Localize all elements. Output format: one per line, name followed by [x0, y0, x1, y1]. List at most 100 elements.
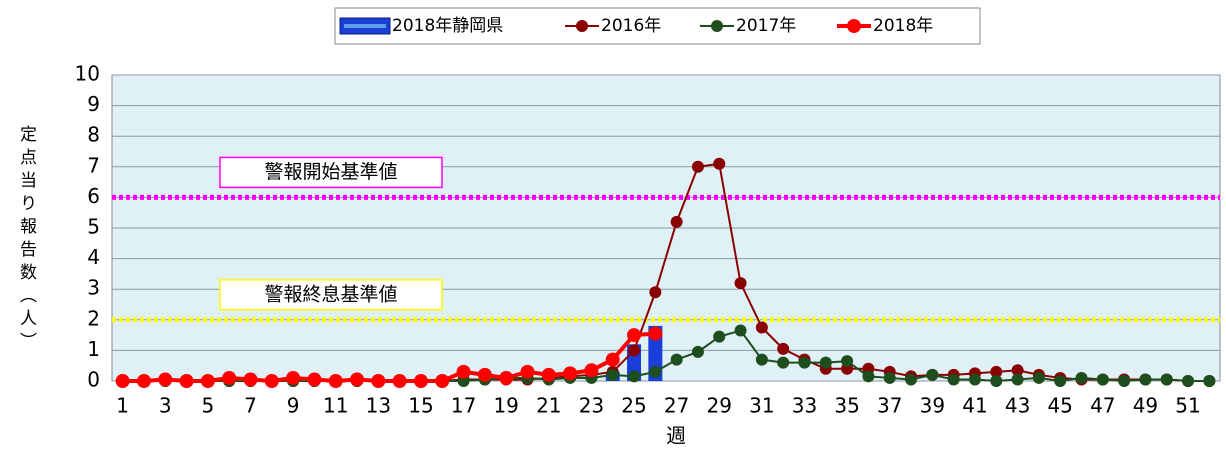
point	[777, 342, 790, 355]
y-tick-label: 4	[87, 245, 100, 269]
y-tick-label: 2	[87, 306, 100, 330]
legend-marker	[847, 19, 861, 33]
reference-label-box	[219, 279, 443, 311]
point	[1075, 371, 1088, 384]
point	[541, 367, 556, 382]
point	[713, 157, 726, 170]
point	[1096, 373, 1109, 386]
legend-label: 2018年	[873, 16, 933, 36]
point	[286, 370, 301, 385]
x-tick-label: 3	[159, 394, 172, 418]
x-tick-label: 27	[664, 394, 689, 418]
point	[200, 374, 215, 388]
point	[1011, 373, 1024, 386]
point	[819, 356, 832, 369]
y-tick-label: 9	[87, 92, 100, 116]
point	[670, 353, 683, 366]
reference-label: 警報終息基準値	[264, 283, 397, 305]
x-tick-label: 21	[536, 394, 561, 418]
reference-label: 警報開始基準値	[264, 161, 397, 183]
x-tick-label: 5	[202, 394, 215, 418]
y-tick-label: 5	[87, 215, 100, 239]
point	[1054, 375, 1067, 387]
legend-box	[334, 7, 981, 45]
x-tick-label: 43	[1005, 394, 1030, 418]
x-tick-label: 33	[792, 394, 817, 418]
reference-label-box	[219, 156, 443, 189]
point	[435, 374, 450, 388]
point	[1139, 373, 1152, 386]
point	[563, 366, 578, 381]
point	[926, 368, 939, 381]
point	[798, 356, 811, 369]
point	[1118, 375, 1131, 387]
point	[584, 363, 599, 378]
point	[862, 370, 875, 383]
point	[649, 365, 662, 378]
legend-marker	[576, 20, 588, 32]
x-tick-label: 23	[579, 394, 604, 418]
y-tick-label: 6	[87, 184, 100, 208]
point	[648, 326, 663, 341]
point	[713, 330, 726, 343]
point	[691, 160, 704, 173]
point	[755, 321, 768, 334]
point	[990, 375, 1003, 387]
point	[115, 374, 130, 388]
point	[883, 371, 896, 384]
point	[520, 364, 535, 379]
x-tick-label: 19	[493, 394, 518, 418]
y-tick-label: 7	[87, 153, 100, 177]
point	[606, 368, 619, 381]
point	[628, 370, 641, 383]
point	[1011, 364, 1024, 377]
y-tick-label: 3	[87, 276, 100, 300]
point	[243, 372, 258, 387]
point	[1203, 375, 1216, 387]
x-tick-label: 49	[1133, 394, 1158, 418]
x-tick-label: 41	[962, 394, 987, 418]
x-axis-label: 週	[666, 424, 686, 448]
x-tick-label: 11	[323, 394, 348, 418]
x-tick-label: 47	[1090, 394, 1115, 418]
point	[841, 355, 854, 368]
y-tick-label: 8	[87, 123, 100, 147]
point	[628, 344, 641, 357]
point	[691, 345, 704, 358]
point	[627, 328, 642, 343]
point	[649, 286, 662, 299]
point	[456, 364, 471, 379]
point	[1182, 375, 1195, 387]
legend-label: 2018年静岡県	[392, 16, 503, 36]
point	[777, 356, 790, 369]
point	[905, 373, 918, 386]
point	[499, 370, 514, 385]
x-tick-label: 25	[621, 394, 646, 418]
x-tick-label: 17	[451, 394, 476, 418]
point	[179, 374, 194, 388]
x-tick-label: 45	[1047, 394, 1072, 418]
x-tick-label: 51	[1175, 394, 1200, 418]
y-tick-label: 0	[87, 368, 100, 392]
x-tick-label: 1	[116, 394, 129, 418]
point	[1160, 373, 1173, 386]
legend-label: 2016年	[601, 16, 661, 36]
point	[734, 324, 747, 337]
point	[328, 374, 343, 388]
series-line	[122, 329, 1210, 383]
x-tick-label: 37	[877, 394, 902, 418]
point	[755, 353, 768, 366]
point	[477, 367, 492, 382]
point	[947, 373, 960, 386]
point	[371, 374, 386, 388]
point	[264, 374, 279, 388]
point	[670, 215, 683, 228]
x-tick-label: 35	[834, 394, 859, 418]
y-axis-label: 定点当り報告数（人）	[16, 125, 37, 355]
x-tick-label: 31	[749, 394, 774, 418]
point	[990, 365, 1003, 378]
legend-label: 2017年	[736, 16, 796, 36]
point	[307, 372, 322, 387]
point	[734, 277, 747, 290]
